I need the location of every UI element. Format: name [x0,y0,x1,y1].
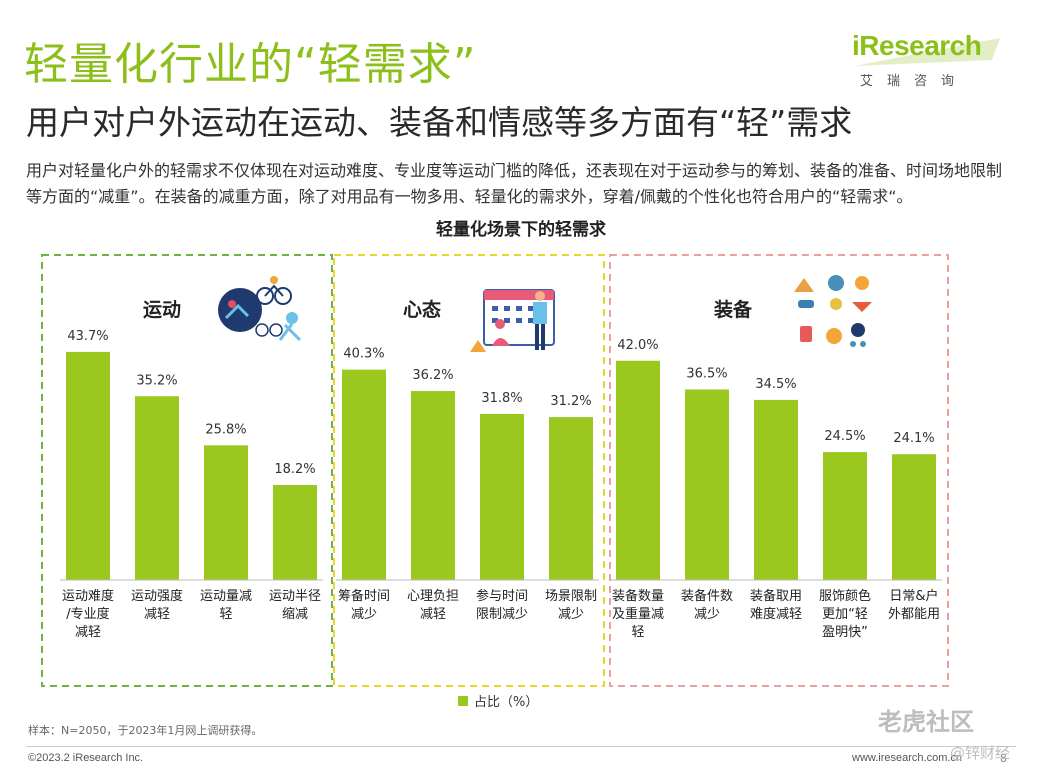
category-label: 场景限制减少 [545,589,597,622]
bar [754,399,798,580]
data-label: 18.2% [274,462,315,477]
group-label: 装备 [713,298,753,321]
category-label: 心理负担减轻 [407,589,459,622]
bar [685,389,729,580]
legend-swatch [458,696,468,706]
category-label: 运动难度/专业度减轻 [62,588,114,640]
group-label: 心态 [403,298,441,321]
bar [66,351,110,580]
data-label: 31.2% [550,394,591,409]
sports-illustration-icon [218,276,302,342]
data-label: 42.0% [617,338,658,353]
data-label: 24.5% [824,429,865,444]
data-label: 25.8% [205,422,246,437]
data-label: 35.2% [136,373,177,388]
data-label: 40.3% [343,347,384,362]
data-label: 34.5% [755,377,796,392]
bar [823,452,867,580]
bar [135,396,179,580]
bar [480,414,524,580]
website-link[interactable]: www.iresearch.com.cn [852,752,963,764]
bar [616,360,660,580]
chart-title: 轻量化场景下的轻需求 [436,220,606,240]
logo-brand: iResearch [852,30,982,61]
bar [892,454,936,580]
bar [411,391,455,580]
group-frame-0 [41,254,333,687]
copyright: ©2023.2 iResearch Inc. [28,752,144,764]
footer-divider [26,746,1016,747]
category-label: 装备取用难度减轻 [750,588,802,622]
page-title: 轻量化行业的“轻需求” [24,39,477,90]
legend-label: 占比（%） [474,695,538,710]
category-label: 运动量减轻 [200,589,252,622]
bar [549,417,593,580]
data-label: 36.5% [686,366,727,381]
bar [342,369,386,580]
category-label: 装备数量及重量减轻 [612,588,664,640]
data-label: 24.1% [893,431,934,446]
watermark-community: 老虎社区 [878,708,974,736]
calendar-illustration-icon [470,289,555,352]
sample-note: 样本：N=2050，于2023年1月网上调研获得。 [28,724,263,737]
category-label: 服饰颜色更加“轻盈明快” [819,588,871,640]
page-subtitle: 用户对户外运动在运动、装备和情感等多方面有“轻”需求 [26,103,853,142]
data-label: 36.2% [412,368,453,383]
iresearch-logo: iResearch 艾瑞咨询 [852,30,1002,90]
bar [273,484,317,580]
category-label: 参与时间限制减少 [476,588,528,622]
data-label: 31.8% [481,391,522,406]
category-label: 运动强度减轻 [131,588,183,622]
data-label: 43.7% [67,329,108,344]
group-label: 运动 [143,299,181,321]
category-label: 运动半径缩减 [269,589,321,622]
logo-swoosh-icon [854,38,1000,66]
group-frame-2 [609,254,949,687]
group-frame-1 [333,254,605,687]
category-label: 日常&户外都能用 [888,588,940,622]
description-text: 用户对轻量化户外的轻需求不仅体现在对运动难度、专业度等运动门槛的降低，还表现在对… [26,161,1003,206]
logo-brand-cn: 艾瑞咨询 [860,74,969,89]
bar [204,445,248,580]
page-number: 8 [1000,752,1007,765]
gear-illustration-icon [794,275,872,347]
category-label: 筹备时间减少 [338,588,390,622]
category-label: 装备件数减少 [681,588,733,622]
watermark-media: @锌财经 [950,744,1011,762]
